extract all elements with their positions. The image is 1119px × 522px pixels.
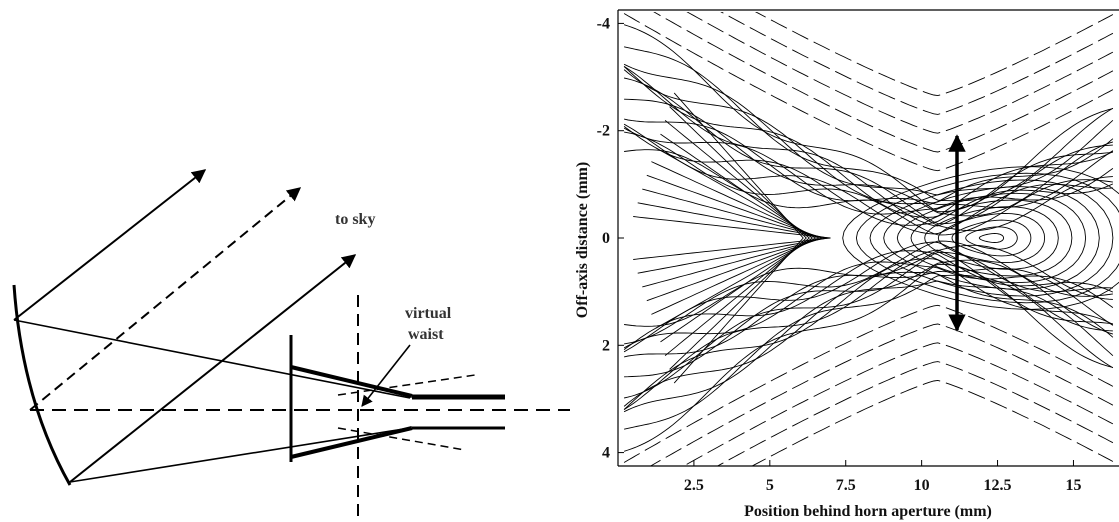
y-ticks: -4 -2 0 2 4 bbox=[597, 15, 624, 462]
contour-line bbox=[624, 251, 1113, 399]
primary-mirror bbox=[12, 284, 72, 486]
contour-line bbox=[624, 46, 1114, 202]
virtual-waist-extension-bottom bbox=[337, 427, 466, 451]
contour-line bbox=[649, 323, 1114, 466]
contour-line bbox=[855, 172, 1119, 304]
label-to-sky: to sky bbox=[335, 211, 375, 228]
contour-line bbox=[624, 77, 1113, 225]
optics-diagram: to sky virtual waist bbox=[12, 169, 570, 522]
contour-line bbox=[869, 179, 1114, 297]
contour-line bbox=[965, 226, 1018, 250]
contour-line bbox=[623, 241, 1113, 353]
contour-line bbox=[623, 280, 1114, 413]
contour-line bbox=[651, 161, 820, 315]
contour-line bbox=[624, 267, 1114, 358]
x-tick-label: 10 bbox=[914, 477, 930, 494]
contour-line bbox=[720, 12, 1114, 115]
y-tick-label: -2 bbox=[597, 123, 610, 140]
contour-line bbox=[624, 274, 1114, 430]
contour-line bbox=[883, 186, 1100, 290]
contour-line bbox=[646, 174, 823, 302]
contour-line bbox=[653, 12, 1114, 153]
contour-line bbox=[623, 24, 1114, 213]
label-waist: waist bbox=[408, 326, 444, 343]
contour-line bbox=[623, 126, 1114, 226]
sky-beam-center-arrow bbox=[29, 187, 302, 411]
virtual-waist-extension-top bbox=[337, 374, 476, 396]
contour-line bbox=[642, 188, 827, 288]
sky-beam-lower-arrow bbox=[69, 254, 357, 483]
y-tick-label: -4 bbox=[597, 15, 610, 32]
contour-line bbox=[924, 206, 1059, 270]
contour-line bbox=[669, 106, 807, 370]
ray-lower bbox=[69, 427, 411, 483]
x-axis-label: Position behind horn aperture (mm) bbox=[744, 503, 992, 520]
contour-line bbox=[655, 147, 817, 329]
sky-beam-upper-arrow bbox=[13, 169, 207, 321]
y-tick-label: 2 bbox=[602, 337, 610, 354]
contour-line bbox=[682, 342, 1114, 466]
contour-line bbox=[686, 12, 1114, 134]
horn-wall-bottom bbox=[290, 426, 413, 459]
contour-line bbox=[951, 219, 1032, 257]
y-tick-label: 0 bbox=[602, 230, 610, 247]
contour-line bbox=[623, 127, 1114, 215]
contour-line bbox=[716, 361, 1114, 466]
y-axis-label: Off-axis distance (mm) bbox=[574, 162, 591, 318]
label-virtual: virtual bbox=[405, 305, 452, 322]
contour-line bbox=[623, 66, 1113, 227]
x-tick-label: 2.5 bbox=[684, 477, 704, 494]
contour-line bbox=[633, 216, 831, 260]
x-tick-label: 15 bbox=[1065, 477, 1081, 494]
contour-line bbox=[623, 13, 1114, 172]
x-tick-label: 5 bbox=[766, 477, 774, 494]
virtual-waist-pointer-arrow bbox=[361, 344, 411, 407]
contour-line bbox=[660, 133, 814, 343]
contour-line bbox=[624, 118, 1114, 209]
contour-line bbox=[664, 120, 811, 356]
contour-line bbox=[623, 304, 1114, 463]
contour-plot: 2.5 5 7.5 10 12.5 15 -4 -2 0 2 4 Position behind … bbox=[574, 9, 1119, 520]
contour-line bbox=[623, 123, 1113, 235]
ray-upper bbox=[13, 319, 411, 399]
contour-line bbox=[637, 202, 828, 274]
contour-line bbox=[623, 263, 1114, 452]
contour-lines bbox=[623, 12, 1119, 466]
contour-line bbox=[842, 166, 1119, 310]
contour-line bbox=[751, 379, 1114, 466]
contour-line bbox=[623, 249, 1113, 410]
y-tick-label: 4 bbox=[602, 445, 610, 462]
horn-wall-top bbox=[290, 365, 413, 398]
x-tick-label: 12.5 bbox=[984, 477, 1012, 494]
contour-line bbox=[910, 199, 1073, 277]
contour-line bbox=[896, 192, 1087, 284]
contour-line bbox=[673, 92, 804, 384]
contour-line bbox=[623, 63, 1114, 196]
contour-line bbox=[623, 261, 1114, 349]
contour-line bbox=[754, 12, 1114, 97]
x-ticks: 2.5 5 7.5 10 12.5 15 bbox=[684, 460, 1081, 494]
contour-line bbox=[937, 212, 1046, 264]
contour-line bbox=[978, 233, 1005, 243]
x-tick-label: 7.5 bbox=[836, 477, 856, 494]
contour-line bbox=[623, 250, 1114, 350]
